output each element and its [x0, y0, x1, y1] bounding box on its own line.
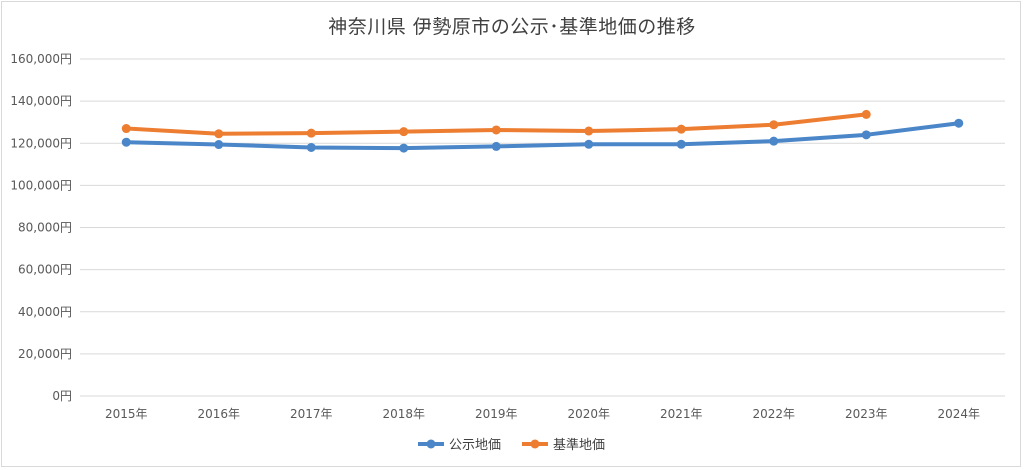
- data-point: [399, 127, 409, 137]
- legend-item: 基準地価: [522, 437, 605, 453]
- x-tick-label: 2022年: [752, 407, 795, 421]
- data-point: [121, 124, 131, 134]
- series-line: [124, 121, 961, 151]
- data-point: [491, 125, 501, 135]
- data-point: [676, 124, 686, 134]
- y-tick-label: 40,000円: [18, 305, 72, 319]
- data-point: [584, 139, 594, 149]
- y-tick-label: 20,000円: [18, 347, 72, 361]
- x-axis-tick-labels: 2015年 2016年 2017年 2018年 2019年 2020年 2021年 2022年…: [105, 407, 980, 421]
- data-point: [306, 142, 316, 152]
- y-tick-label: 160,000円: [10, 52, 72, 66]
- y-tick-label: 60,000円: [18, 263, 72, 277]
- data-point: [861, 109, 871, 119]
- data-point: [861, 130, 871, 140]
- data-point: [399, 143, 409, 153]
- x-tick-label: 2019年: [475, 407, 518, 421]
- legend-label: 基準地価: [553, 437, 605, 453]
- legend-item: 公示地価: [418, 438, 501, 453]
- data-point: [306, 128, 316, 138]
- data-point: [121, 137, 131, 147]
- gridlines: [80, 58, 1005, 397]
- data-point: [769, 120, 779, 130]
- y-tick-label: 80,000円: [18, 221, 72, 235]
- x-tick-label: 2018年: [382, 407, 425, 421]
- legend-marker: [530, 439, 540, 449]
- data-point: [584, 126, 594, 136]
- data-point: [214, 129, 224, 139]
- y-tick-label: 140,000円: [10, 94, 72, 108]
- legend: 公示地価 基準地価: [418, 437, 605, 453]
- y-tick-label: 120,000円: [10, 136, 72, 150]
- data-point: [214, 140, 224, 150]
- y-tick-label: 0円: [52, 389, 72, 403]
- x-tick-label: 2023年: [845, 407, 888, 421]
- y-tick-label: 100,000円: [10, 178, 72, 192]
- x-tick-label: 2020年: [567, 407, 610, 421]
- series-lines: [121, 109, 964, 153]
- legend-marker: [426, 439, 436, 449]
- data-point: [676, 139, 686, 149]
- data-point: [491, 141, 501, 151]
- y-axis-tick-labels: 0円 20,000円 40,000円 60,000円 80,000円 100,000円 12…: [10, 52, 72, 403]
- legend-label: 公示地価: [449, 438, 501, 453]
- x-tick-label: 2021年: [660, 407, 703, 421]
- x-tick-label: 2016年: [197, 407, 240, 421]
- data-point: [769, 136, 779, 146]
- data-point: [954, 118, 964, 128]
- series-1: [121, 118, 964, 153]
- chart-title: 神奈川県 伊勢原市の公示･基準地価の推移: [328, 16, 696, 38]
- series-2: [121, 109, 871, 139]
- x-tick-label: 2024年: [937, 407, 980, 421]
- x-tick-label: 2017年: [290, 407, 333, 421]
- x-tick-label: 2015年: [105, 407, 148, 421]
